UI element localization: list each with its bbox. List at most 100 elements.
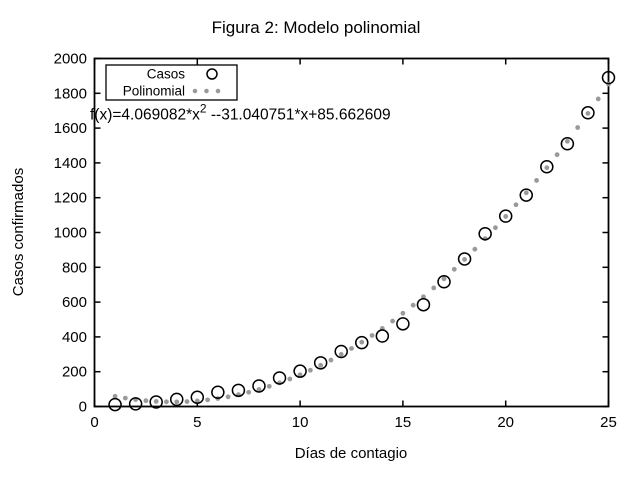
polynomial-dot	[513, 202, 519, 208]
polynomial-dot	[554, 152, 560, 158]
polynomial-dot	[359, 339, 365, 345]
casos-data-point	[190, 390, 205, 405]
polynomial-dot	[225, 394, 231, 400]
casos-data-point	[396, 317, 410, 331]
polynomial-dot	[266, 383, 272, 389]
y-axis-label: Casos confirmados	[10, 168, 27, 296]
x-tick-label: 5	[193, 414, 201, 431]
polynomial-dot	[493, 225, 498, 231]
y-tick-label: 0	[79, 399, 87, 416]
legend-dot	[215, 88, 221, 94]
y-tick-label: 600	[62, 294, 87, 311]
legend-label-casos: Casos	[147, 67, 186, 82]
polynomial-dot	[534, 178, 539, 183]
casos-data-point	[231, 383, 246, 398]
y-tick-label: 1400	[54, 155, 87, 172]
axis-tick-labels: 0 5 10 15 20 25 0 200 400 600 800 1000 1200 1400 1600 1…	[54, 51, 617, 432]
legend-label-polinomial: Polinomial	[123, 84, 185, 99]
polynomial-dot	[307, 367, 313, 373]
polynomial-dot	[369, 333, 375, 338]
axis-ticks	[93, 57, 610, 408]
casos-data-point	[355, 335, 369, 350]
casos-data-point	[211, 385, 225, 399]
polynomial-dot	[410, 302, 416, 308]
x-tick-label: 25	[600, 414, 617, 431]
polynomial-dot	[503, 214, 509, 219]
x-tick-label: 10	[292, 414, 309, 431]
polynomial-dot	[122, 395, 128, 401]
polynomial-dot	[421, 294, 426, 300]
chart-title: Figura 2: Modelo polinomial	[212, 18, 421, 37]
casos-data-point	[540, 159, 554, 174]
casos-data-point	[437, 274, 451, 289]
polynomial-dot	[338, 352, 344, 357]
polynomial-dot	[318, 362, 324, 368]
x-tick-label: 0	[90, 414, 98, 431]
fit-equation-post: --31.040751*x+85.662609	[207, 107, 391, 124]
polynomial-dot	[174, 399, 180, 405]
y-tick-label: 800	[62, 259, 87, 276]
casos-data-point	[313, 356, 328, 370]
y-tick-label: 1200	[54, 190, 87, 207]
casos-data-point	[334, 344, 348, 359]
polynomial-dot	[194, 398, 200, 404]
y-tick-label: 1000	[54, 225, 87, 242]
y-tick-label: 1600	[54, 120, 87, 137]
polynomial-dot	[287, 376, 293, 382]
casos-data-point	[128, 397, 143, 411]
x-tick-label: 20	[497, 414, 514, 431]
casos-data-point	[375, 329, 390, 343]
polynomial-dot	[297, 372, 303, 378]
polynomial-dot	[256, 387, 262, 392]
polynomial-dot	[184, 399, 190, 404]
y-tick-label: 200	[62, 364, 87, 381]
polynomial-dot	[595, 96, 601, 102]
casos-data-point	[169, 392, 184, 407]
polynomial-dot	[544, 165, 550, 171]
casos-data-point	[252, 379, 266, 393]
casos-data-point	[478, 226, 492, 241]
casos-scatter-series	[108, 70, 616, 412]
casos-data-point	[581, 106, 595, 120]
legend-marker-casos-circle-icon	[206, 68, 218, 80]
legend-dot	[192, 88, 198, 94]
polynomial-dot	[400, 310, 406, 316]
polynomial-dot	[349, 346, 354, 351]
casos-data-point	[457, 252, 472, 266]
casos-data-point	[601, 70, 616, 85]
polynomial-dot	[246, 389, 252, 395]
polynomial-dot	[143, 398, 149, 404]
polynomial-dot	[390, 318, 396, 324]
polynomial-dot	[451, 266, 457, 272]
polynomial-dot	[585, 111, 591, 116]
casos-data-point	[519, 188, 534, 202]
polynomial-dot	[153, 399, 159, 404]
polynomial-dot	[564, 138, 570, 144]
casos-data-point	[498, 209, 513, 223]
legend: Casos Polinomial	[105, 64, 238, 101]
polynomial-dot	[472, 246, 478, 252]
polynomial-dot	[575, 125, 581, 130]
polynomial-dot	[431, 285, 437, 291]
polynomial-dot	[328, 357, 334, 363]
polynomial-dot	[462, 257, 467, 262]
casos-data-point	[560, 137, 575, 151]
legend-dot	[204, 88, 209, 94]
casos-data-point	[272, 371, 287, 385]
polynomial-dot	[523, 190, 529, 196]
y-tick-label: 400	[62, 329, 87, 346]
y-tick-label: 2000	[54, 51, 87, 68]
fit-equation-superscript: 2	[200, 102, 207, 116]
casos-data-point	[416, 297, 431, 312]
casos-data-point	[149, 395, 163, 409]
fit-equation-pre: f(x)=4.069082*x	[90, 107, 200, 124]
legend-marker-polinomial-dots-icon	[192, 88, 221, 94]
x-axis-label: Días de contagio	[295, 445, 408, 462]
casos-data-point	[108, 397, 122, 412]
polynomial-dot	[441, 276, 447, 282]
x-tick-label: 15	[395, 414, 412, 431]
casos-data-point	[293, 364, 307, 378]
polynomial-dot	[112, 393, 118, 399]
